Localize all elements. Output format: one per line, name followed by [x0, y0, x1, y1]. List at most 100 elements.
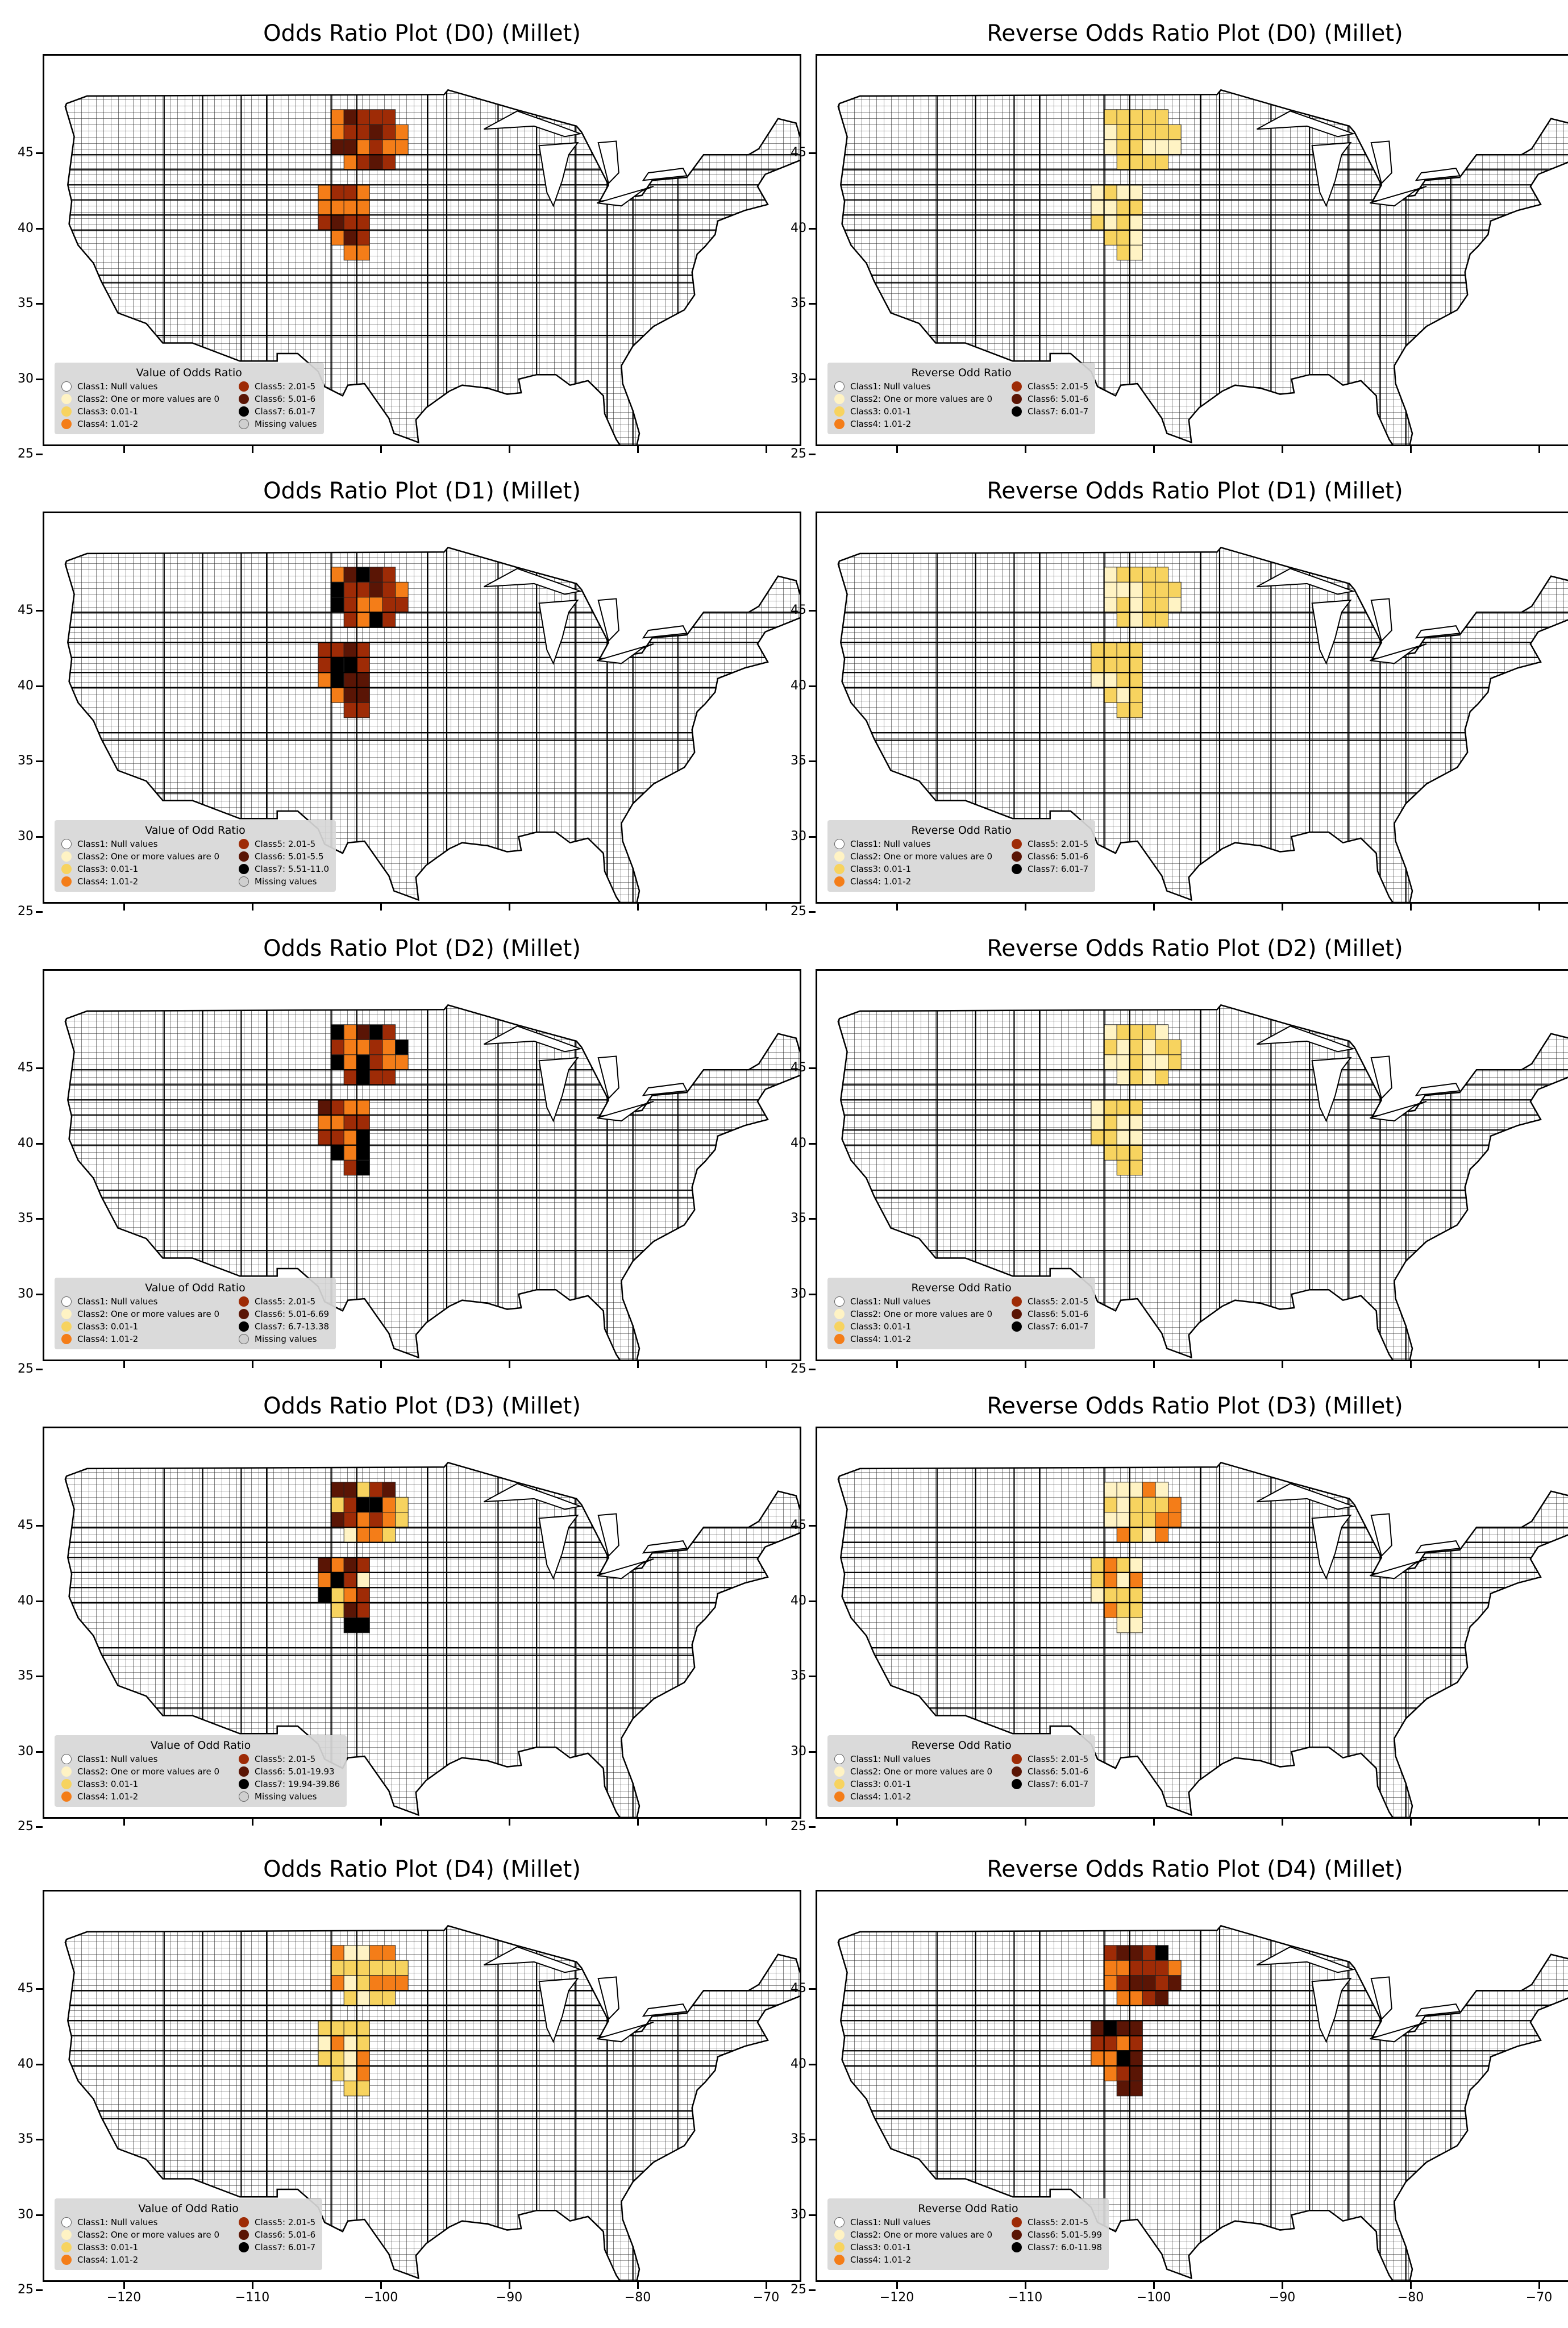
- legend-item: Class1: Null values: [834, 1296, 992, 1307]
- legend-title: Reverse Odd Ratio: [911, 1739, 1012, 1752]
- county-class4: [356, 2065, 370, 2081]
- y-tick-label: 25: [791, 447, 806, 462]
- county-class2: [1091, 1587, 1105, 1603]
- county-class3: [1104, 1099, 1117, 1116]
- county-class3: [1129, 1024, 1143, 1040]
- map-panel: Reverse Odd Ratio Class1: Null values Clas…: [816, 1427, 1568, 1819]
- lake: [1257, 110, 1355, 138]
- x-tick-mark: [1538, 904, 1540, 911]
- legend-swatch: [239, 851, 249, 862]
- x-tick-label: −70: [1525, 2290, 1553, 2305]
- county-class4: [382, 1039, 396, 1055]
- legend-swatch: [61, 839, 72, 849]
- lake: [597, 1558, 654, 1579]
- county-class4: [343, 244, 357, 261]
- y-tick-label: 40: [18, 221, 34, 235]
- legend-item: Class1: Null values: [61, 381, 219, 392]
- county-class4: [369, 1527, 383, 1543]
- county-class4: [356, 199, 370, 215]
- legend-label: Class2: One or more values are 0: [850, 1766, 992, 1777]
- legend-swatch: [834, 1309, 845, 1319]
- legend-label: Class6: 5.01-5.99: [1028, 2230, 1103, 2240]
- panel-title: Reverse Odds Ratio Plot (D2) (Millet): [987, 936, 1403, 962]
- county-class4: [1104, 1960, 1117, 1976]
- y-tick-mark: [809, 1988, 816, 1990]
- county-class3: [1104, 109, 1117, 125]
- legend-swatch: [1012, 1321, 1022, 1332]
- legend-label: Class2: One or more values are 0: [77, 1309, 219, 1319]
- county-class3: [1116, 642, 1130, 658]
- x-tick-mark: [637, 446, 639, 453]
- legend-item: Class5: 2.01-5: [239, 838, 329, 850]
- county-class3: [1155, 612, 1169, 628]
- county-class4: [356, 612, 370, 628]
- county-class3: [1129, 154, 1143, 171]
- county-class5: [382, 124, 396, 140]
- county-class5: [318, 1129, 332, 1146]
- legend-label: Class5: 2.01-5: [255, 381, 316, 392]
- x-tick-mark: [896, 2282, 898, 2289]
- lake: [1311, 1977, 1352, 2043]
- x-tick-mark: [637, 1361, 639, 1368]
- legend-label: Class3: 0.01-1: [850, 1779, 912, 1789]
- county-class4: [1116, 1960, 1130, 1976]
- county-class4: [382, 1054, 396, 1070]
- county-class3: [1168, 1054, 1182, 1070]
- legend-item: Class7: 6.7-13.38: [239, 1321, 329, 1332]
- y-tick-label: 25: [18, 1362, 34, 1377]
- county-class3: [1116, 1587, 1130, 1603]
- county-class5: [343, 1512, 357, 1528]
- county-class6: [1129, 2020, 1143, 2036]
- y-tick-mark: [36, 1142, 43, 1145]
- county-class7: [331, 657, 344, 673]
- legend-item: Class7: 5.51-11.0: [239, 863, 329, 875]
- legend-item: Class3: 0.01-1: [834, 2242, 992, 2253]
- county-class2: [1104, 567, 1117, 583]
- county-class7: [343, 657, 357, 673]
- county-class5: [343, 214, 357, 231]
- lake: [1370, 140, 1392, 185]
- y-tick-mark: [36, 1988, 43, 1990]
- y-tick-mark: [36, 1525, 43, 1527]
- lake: [484, 568, 583, 595]
- x-tick-mark: [896, 1819, 898, 1826]
- y-tick-label: 35: [18, 1211, 34, 1226]
- legend-swatch: [834, 406, 845, 417]
- county-class2: [1116, 1512, 1130, 1528]
- legend-item: Class5: 2.01-5: [239, 1753, 340, 1765]
- y-tick-label: 35: [18, 1669, 34, 1683]
- x-tick-mark: [123, 904, 125, 911]
- map-panel: Reverse Odd Ratio Class1: Null values Clas…: [816, 512, 1568, 904]
- county-class3: [1155, 109, 1169, 125]
- county-class3: [1129, 642, 1143, 658]
- legend-label: Missing values: [255, 419, 317, 429]
- legend-label: Class7: 6.01-7: [1028, 864, 1089, 874]
- us-outline: [837, 89, 1568, 444]
- county-class4: [331, 1115, 344, 1130]
- y-tick-mark: [36, 2063, 43, 2065]
- county-class4: [395, 581, 409, 598]
- county-class7: [331, 672, 344, 688]
- county-class2: [1091, 184, 1105, 201]
- county-class4: [356, 1039, 370, 1055]
- y-tick-mark: [809, 1218, 816, 1220]
- county-class3: [1142, 1512, 1156, 1528]
- panel-title: Odds Ratio Plot (D0) (Millet): [263, 20, 581, 47]
- y-tick-label: 25: [18, 2283, 34, 2297]
- y-tick-mark: [809, 378, 816, 380]
- county-class5: [343, 702, 357, 718]
- county-class3: [1116, 702, 1130, 718]
- legend-swatch: [239, 1309, 249, 1319]
- legend-label: Class7: 6.01-7: [255, 406, 316, 417]
- legend-item: Class4: 1.01-2: [834, 418, 992, 430]
- map-panel: Reverse Odd Ratio Class1: Null values Clas…: [816, 1890, 1568, 2282]
- x-tick-label: −90: [1268, 2290, 1296, 2305]
- legend-title: Reverse Odd Ratio: [911, 367, 1012, 379]
- lake: [538, 1977, 579, 2043]
- legend-label: Class5: 2.01-5: [255, 2217, 316, 2227]
- map-panel: Value of Odd Ratio Class1: Null values Cla…: [43, 512, 801, 904]
- county-class7: [356, 567, 370, 583]
- county-class3: [382, 1990, 396, 2006]
- y-tick-mark: [36, 610, 43, 612]
- county-class3: [1155, 567, 1169, 583]
